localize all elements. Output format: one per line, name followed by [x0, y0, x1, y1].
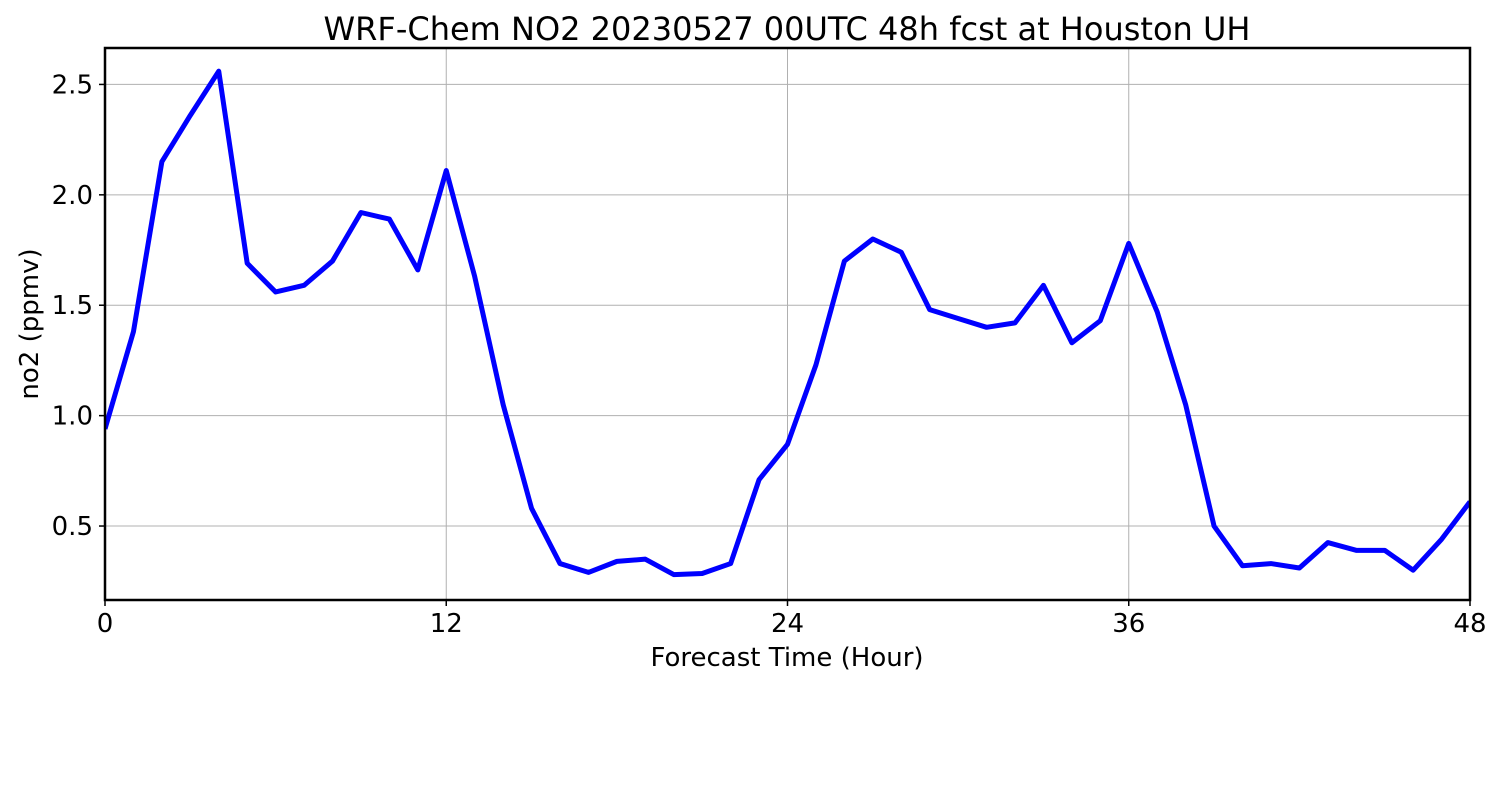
y-tick-label: 0.5 — [52, 512, 93, 542]
y-tick-label: 1.5 — [52, 291, 93, 321]
x-tick-label: 12 — [430, 609, 463, 639]
x-tick-label: 0 — [97, 609, 114, 639]
y-axis-label: no2 (ppmv) — [15, 248, 45, 399]
plot-area — [105, 68, 1470, 578]
y-tick-label: 1.0 — [52, 402, 93, 432]
series-line — [105, 68, 1470, 578]
x-tick-label: 48 — [1453, 609, 1486, 639]
x-tick-label: 24 — [771, 609, 804, 639]
x-tick-label: 36 — [1112, 609, 1145, 639]
y-tick-label: 2.0 — [52, 181, 93, 211]
y-tick-label: 2.5 — [52, 70, 93, 100]
grid — [104, 48, 1471, 600]
chart-title: WRF-Chem NO2 20230527 00UTC 48h fcst at … — [324, 10, 1251, 48]
x-axis-label: Forecast Time (Hour) — [650, 643, 923, 673]
axis-ticks: 0 12 24 36 48 0.5 1.0 1.5 2.0 2.5 — [52, 70, 1487, 639]
